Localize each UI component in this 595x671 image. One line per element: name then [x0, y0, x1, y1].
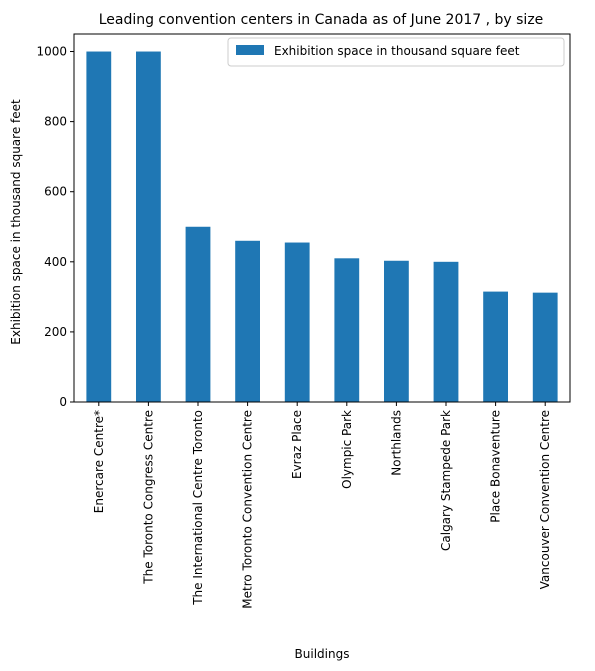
x-tick-label: Enercare Centre*: [92, 410, 106, 513]
bar-8: [483, 291, 508, 402]
x-tick-label: Olympic Park: [340, 410, 354, 489]
legend-box: [227, 37, 565, 67]
bar-6: [384, 260, 409, 402]
legend: Exhibition space in thousand square feet: [227, 37, 565, 67]
x-tick-label: Vancouver Convention Centre: [538, 410, 552, 589]
y-axis-ticks: 0 200 400 600 800 1000: [36, 45, 74, 409]
bars-group: [86, 51, 558, 403]
y-tick-label: 800: [44, 115, 67, 129]
x-tick-label: Calgary Stampede Park: [439, 410, 453, 551]
x-tick-label: The Toronto Congress Centre: [141, 410, 155, 585]
y-tick-label: 0: [59, 395, 67, 409]
y-tick-label: 400: [44, 255, 67, 269]
legend-swatch: [236, 45, 264, 55]
y-tick-label: 1000: [36, 45, 67, 59]
bar-2: [185, 226, 211, 402]
bar-1: [136, 51, 161, 403]
x-tick-label: Evraz Place: [290, 410, 304, 479]
x-tick-label: Metro Toronto Convention Centre: [241, 410, 255, 609]
bar-7: [433, 261, 459, 402]
y-tick-label: 600: [44, 185, 67, 199]
plot-frame: [73, 33, 571, 403]
x-axis-ticks: Enercare Centre* The Toronto Congress Cen…: [92, 402, 552, 609]
legend-label: Exhibition space in thousand square feet: [274, 44, 520, 58]
bar-3: [235, 240, 260, 402]
y-axis-label: Exhibition space in thousand square feet: [9, 99, 23, 345]
bar-9: [532, 292, 558, 402]
x-axis-label: Buildings: [295, 647, 350, 661]
x-tick-label: The International Centre Toronto: [191, 410, 205, 606]
x-tick-label: Place Bonaventure: [489, 410, 503, 523]
x-tick-label: Northlands: [389, 410, 403, 476]
bar-4: [284, 242, 310, 402]
bar-0: [86, 51, 112, 403]
bar-5: [334, 258, 360, 402]
chart-title: Leading convention centers in Canada as …: [99, 12, 544, 28]
y-tick-label: 200: [44, 325, 67, 339]
